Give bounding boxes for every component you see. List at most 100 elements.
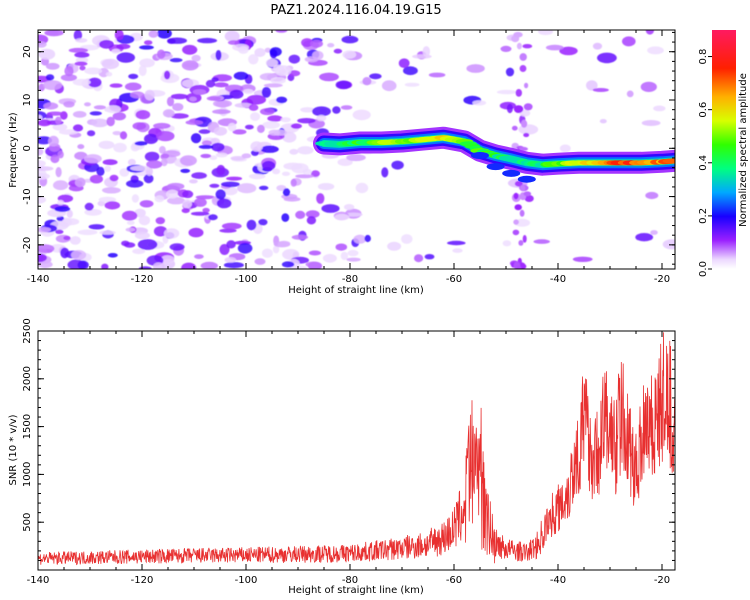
noise-blob bbox=[248, 173, 266, 180]
noise-blob bbox=[146, 160, 163, 169]
colorbar-scale bbox=[712, 30, 736, 269]
noise-blob bbox=[516, 266, 522, 269]
noise-blob bbox=[645, 191, 659, 200]
noise-blob bbox=[93, 105, 106, 110]
noise-blob bbox=[84, 154, 102, 164]
noise-blob bbox=[447, 240, 466, 246]
noise-blob bbox=[297, 146, 314, 155]
noise-blob bbox=[352, 109, 371, 121]
noise-blob bbox=[170, 93, 188, 100]
noise-blob bbox=[194, 254, 204, 259]
noise-blob bbox=[77, 229, 98, 236]
noise-blob bbox=[58, 129, 79, 135]
noise-blob bbox=[545, 44, 564, 51]
noise-blob bbox=[234, 102, 253, 108]
noise-blob bbox=[189, 179, 198, 184]
noise-blob bbox=[472, 100, 487, 106]
noise-blob bbox=[346, 154, 366, 162]
noise-blob bbox=[518, 240, 524, 246]
noise-blob bbox=[72, 78, 91, 86]
noise-blob bbox=[290, 178, 297, 187]
noise-blob bbox=[237, 243, 253, 254]
noise-blob bbox=[38, 166, 54, 171]
noise-blob bbox=[226, 176, 243, 181]
noise-blob bbox=[144, 133, 158, 144]
noise-blob bbox=[105, 71, 113, 77]
colorbar-ticks: 0.0 0.2 0.4 0.6 0.8 bbox=[698, 49, 712, 277]
noise-blob bbox=[229, 89, 244, 99]
snr-y-label: SNR (10 * v/v) bbox=[8, 414, 19, 485]
noise-blob bbox=[165, 189, 179, 199]
noise-blob bbox=[662, 239, 675, 250]
noise-blob bbox=[254, 48, 266, 57]
noise-blob bbox=[641, 120, 661, 126]
noise-blob bbox=[127, 158, 136, 166]
noise-blob bbox=[250, 141, 263, 152]
noise-blob bbox=[167, 197, 185, 205]
noise-blob bbox=[275, 30, 288, 33]
noise-blob bbox=[599, 119, 607, 124]
noise-blob bbox=[96, 166, 105, 176]
noise-blob bbox=[524, 82, 529, 89]
noise-blob bbox=[511, 125, 518, 131]
colorbar-tick-label: 0.6 bbox=[698, 102, 709, 118]
noise-blob bbox=[126, 220, 135, 226]
snr-y-tick-label: 1500 bbox=[22, 414, 33, 439]
noise-blob bbox=[215, 152, 228, 158]
noise-blob bbox=[107, 253, 118, 258]
noise-blob bbox=[54, 206, 71, 213]
noise-blob bbox=[322, 253, 337, 263]
noise-blob bbox=[43, 102, 59, 110]
noise-blob bbox=[200, 261, 218, 269]
noise-blob bbox=[301, 38, 314, 48]
noise-blob bbox=[135, 110, 151, 120]
signal-ridge bbox=[313, 126, 675, 183]
noise-blob bbox=[38, 48, 56, 60]
noise-blob bbox=[157, 49, 166, 59]
noise-blob bbox=[105, 105, 121, 114]
noise-blob bbox=[45, 62, 60, 70]
noise-blob bbox=[346, 257, 361, 262]
noise-blob bbox=[230, 156, 246, 161]
noise-blob bbox=[191, 54, 201, 62]
noise-blob bbox=[243, 88, 254, 95]
figure-title: PAZ1.2024.116.04.19.G15 bbox=[270, 3, 441, 18]
noise-blob bbox=[160, 255, 175, 265]
noise-blob bbox=[190, 133, 202, 144]
noise-blob bbox=[99, 39, 114, 49]
noise-blob bbox=[295, 174, 314, 179]
noise-blob bbox=[98, 140, 115, 150]
noise-blob bbox=[38, 41, 47, 48]
heatmap-x-tick-label: -140 bbox=[27, 274, 50, 285]
noise-blob bbox=[524, 195, 534, 202]
noise-blob bbox=[84, 202, 94, 211]
heatmap-y-tick-label: 20 bbox=[22, 45, 33, 58]
noise-blob bbox=[533, 239, 550, 244]
noise-blob bbox=[64, 65, 74, 77]
noise-blob bbox=[227, 40, 240, 45]
noise-blob bbox=[74, 61, 88, 66]
noise-blob bbox=[291, 234, 309, 240]
noise-blob bbox=[138, 215, 151, 226]
noise-blob bbox=[414, 254, 424, 263]
noise-blob bbox=[124, 82, 142, 91]
noise-blob bbox=[306, 216, 317, 225]
noise-blob bbox=[90, 118, 109, 128]
heatmap-x-tick-label: -60 bbox=[446, 274, 462, 285]
noise-blob bbox=[179, 155, 197, 166]
noise-blob bbox=[246, 219, 257, 231]
noise-blob bbox=[635, 233, 654, 242]
noise-blob bbox=[143, 174, 154, 184]
snr-x-tick-label: -120 bbox=[131, 575, 154, 586]
noise-blob bbox=[559, 46, 578, 56]
noise-blob bbox=[355, 182, 369, 194]
noise-blob bbox=[513, 192, 519, 200]
noise-blob bbox=[144, 89, 155, 101]
noise-blob bbox=[38, 172, 50, 180]
noise-blob bbox=[201, 140, 212, 146]
noise-blob bbox=[109, 83, 123, 88]
noise-blob bbox=[79, 65, 86, 71]
noise-blob bbox=[38, 119, 52, 127]
